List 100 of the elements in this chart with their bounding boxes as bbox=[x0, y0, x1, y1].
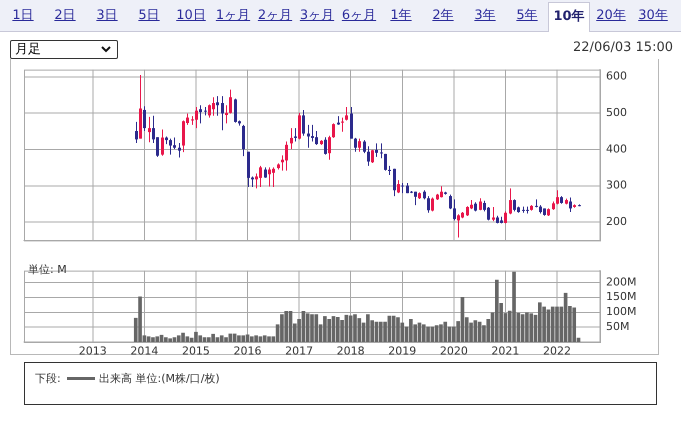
candlestick bbox=[556, 190, 559, 205]
candlestick bbox=[143, 106, 146, 132]
bar bbox=[538, 302, 542, 342]
candlestick bbox=[492, 206, 495, 222]
candlestick bbox=[225, 104, 228, 124]
text: 3日 bbox=[95, 7, 119, 25]
x-tick-label: 2018 bbox=[336, 344, 365, 358]
candlestick bbox=[135, 121, 138, 144]
bar bbox=[555, 306, 559, 342]
candlestick bbox=[440, 186, 443, 198]
y-tick-label: 300 bbox=[606, 178, 627, 192]
candlestick bbox=[397, 180, 400, 194]
y-tick-label: 200M bbox=[606, 275, 636, 288]
bar bbox=[327, 319, 332, 342]
x-tick-label: 2015 bbox=[182, 344, 210, 358]
y-tick-label: 100M bbox=[606, 305, 636, 318]
bar bbox=[302, 311, 306, 342]
bar bbox=[572, 307, 576, 342]
candlestick bbox=[388, 165, 391, 176]
bar bbox=[332, 316, 336, 342]
candlestick bbox=[341, 117, 344, 132]
bar bbox=[426, 326, 430, 342]
bar bbox=[422, 324, 426, 342]
candlestick bbox=[242, 124, 245, 157]
candlestick bbox=[332, 122, 335, 138]
text: 20年 bbox=[595, 7, 627, 25]
candlestick bbox=[234, 98, 237, 124]
text: 1ヶ月 bbox=[214, 7, 252, 25]
bar bbox=[357, 318, 362, 342]
candlestick bbox=[393, 168, 396, 197]
bar bbox=[254, 335, 258, 342]
bar bbox=[546, 310, 550, 342]
legend-label: 出来高 単位:(M株/口/枚) bbox=[99, 371, 220, 386]
candlestick bbox=[290, 128, 293, 150]
bar bbox=[155, 336, 160, 342]
candlestick bbox=[264, 166, 267, 178]
bar bbox=[216, 337, 220, 342]
bar bbox=[262, 335, 267, 342]
candlestick bbox=[487, 206, 490, 221]
candlestick bbox=[504, 210, 507, 224]
text: 1年 bbox=[389, 7, 413, 25]
y-tick-label: 500 bbox=[606, 106, 627, 120]
candlestick bbox=[354, 137, 357, 152]
bar bbox=[443, 322, 448, 342]
bar bbox=[314, 314, 318, 342]
bar bbox=[323, 316, 327, 342]
bar bbox=[280, 314, 284, 342]
candlestick bbox=[457, 214, 460, 238]
x-tick-label: 2017 bbox=[285, 344, 314, 358]
candlestick bbox=[358, 138, 361, 152]
bar bbox=[396, 317, 400, 342]
bar bbox=[288, 311, 292, 342]
x-tick-label: 2014 bbox=[130, 344, 158, 358]
candlestick bbox=[302, 109, 305, 136]
candlestick bbox=[474, 202, 477, 212]
candlestick bbox=[178, 142, 181, 158]
candlestick bbox=[569, 197, 572, 213]
bar bbox=[181, 332, 185, 342]
text: 1日 bbox=[11, 7, 35, 25]
dropdown-field: 月足 bbox=[10, 40, 118, 59]
candlestick bbox=[363, 140, 366, 154]
bar bbox=[550, 306, 555, 342]
candlestick bbox=[169, 138, 172, 156]
bar bbox=[172, 337, 176, 342]
text: 10日 bbox=[175, 7, 207, 25]
bar bbox=[439, 324, 443, 342]
bar bbox=[250, 336, 254, 342]
text: 2ヶ月 bbox=[256, 7, 294, 25]
candlestick bbox=[195, 106, 198, 129]
candlestick bbox=[315, 130, 318, 146]
candlestick bbox=[208, 104, 211, 118]
text: 22/06/03 15:00 bbox=[573, 40, 673, 55]
y-tick-label: 600 bbox=[606, 70, 627, 83]
bar bbox=[198, 335, 202, 342]
candlestick bbox=[328, 135, 331, 160]
candlestick bbox=[161, 129, 164, 156]
candlestick bbox=[268, 166, 271, 188]
candlestick bbox=[509, 188, 512, 215]
candlestick bbox=[345, 106, 348, 121]
bar bbox=[336, 316, 340, 342]
bar bbox=[374, 322, 378, 342]
text: 3年 bbox=[473, 7, 497, 25]
candlestick bbox=[285, 141, 288, 172]
text: 30年 bbox=[637, 7, 669, 25]
bar bbox=[310, 314, 314, 342]
candlestick bbox=[311, 124, 314, 142]
bar bbox=[151, 337, 155, 342]
candlestick bbox=[367, 146, 370, 166]
text: 5年 bbox=[515, 7, 539, 25]
candlestick bbox=[199, 104, 202, 124]
text: 5日 bbox=[137, 7, 161, 25]
candlestick bbox=[324, 136, 327, 156]
bar bbox=[564, 292, 568, 342]
x-tick-label: 2022 bbox=[543, 344, 572, 358]
bar bbox=[306, 313, 310, 342]
candlestick bbox=[212, 96, 215, 116]
text: 2日 bbox=[53, 7, 77, 25]
candlestick bbox=[204, 106, 207, 116]
candlestick bbox=[221, 96, 224, 131]
candlestick bbox=[298, 112, 301, 140]
